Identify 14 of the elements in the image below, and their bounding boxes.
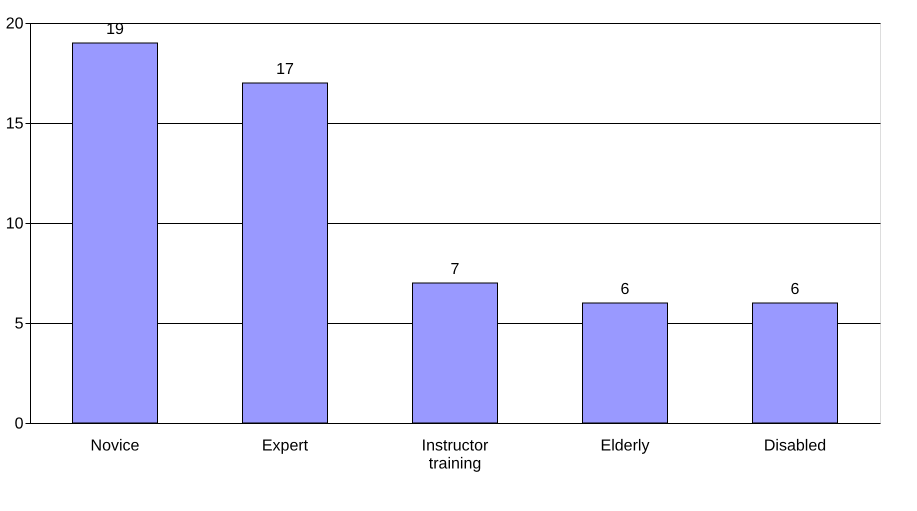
data-label: 17 xyxy=(276,61,294,78)
y-tick-label: 10 xyxy=(6,216,24,232)
x-tick-label: Elderly xyxy=(600,438,650,454)
data-label: 6 xyxy=(790,281,800,298)
x-tick-label: Novice xyxy=(90,438,140,454)
y-tick-label: 15 xyxy=(6,116,24,132)
data-label: 7 xyxy=(450,261,460,278)
y-tick-label: 5 xyxy=(14,316,24,332)
x-tick-label: Disabled xyxy=(764,438,826,454)
x-tick-label: Expert xyxy=(262,438,309,454)
y-tick-label: 0 xyxy=(14,416,24,432)
data-label: 6 xyxy=(620,281,630,298)
x-tick-label: Instructor training xyxy=(422,438,490,472)
y-tick-label: 20 xyxy=(6,16,24,32)
